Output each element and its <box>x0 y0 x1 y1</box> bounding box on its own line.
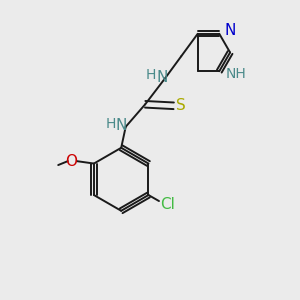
Text: Cl: Cl <box>160 196 175 211</box>
Text: S: S <box>176 98 186 113</box>
Text: NH: NH <box>225 67 246 81</box>
Text: N: N <box>156 70 167 85</box>
Text: N: N <box>116 118 127 133</box>
Text: H: H <box>146 68 156 82</box>
Text: N: N <box>224 23 236 38</box>
Text: O: O <box>65 154 77 169</box>
Text: H: H <box>106 117 116 131</box>
